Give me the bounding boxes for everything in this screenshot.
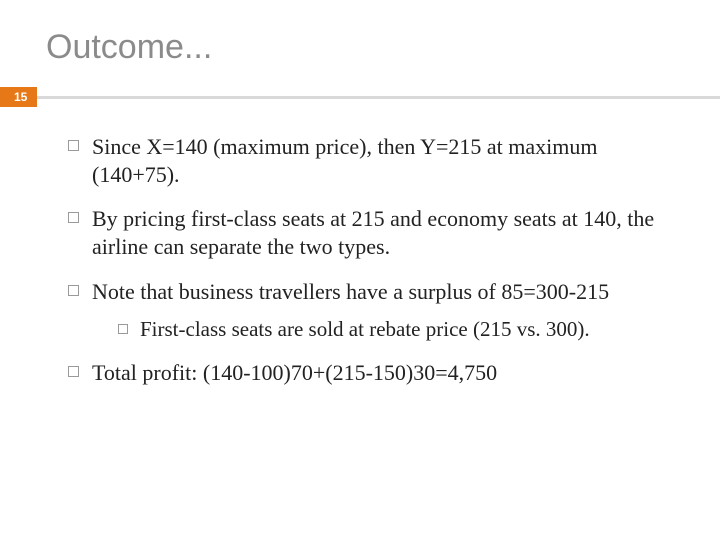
page-bar: 15	[40, 87, 680, 107]
divider-line	[30, 96, 720, 99]
page-number-badge: 15	[0, 87, 37, 107]
bullet-text: By pricing first-class seats at 215 and …	[92, 206, 654, 259]
content-area: Since X=140 (maximum price), then Y=215 …	[40, 133, 680, 387]
bullet-item: Since X=140 (maximum price), then Y=215 …	[68, 133, 670, 189]
bullet-text: Note that business travellers have a sur…	[92, 279, 609, 304]
slide-title: Outcome...	[46, 28, 680, 67]
bullet-text: Total profit: (140-100)70+(215-150)30=4,…	[92, 360, 497, 385]
sub-bullet-item: First-class seats are sold at rebate pri…	[118, 316, 670, 343]
bullet-item: Note that business travellers have a sur…	[68, 278, 670, 343]
bullet-item: By pricing first-class seats at 215 and …	[68, 205, 670, 261]
bullet-item: Total profit: (140-100)70+(215-150)30=4,…	[68, 359, 670, 387]
bullet-text: Since X=140 (maximum price), then Y=215 …	[92, 134, 597, 187]
slide: Outcome... 15 Since X=140 (maximum price…	[0, 0, 720, 540]
sub-bullet-text: First-class seats are sold at rebate pri…	[140, 317, 590, 341]
